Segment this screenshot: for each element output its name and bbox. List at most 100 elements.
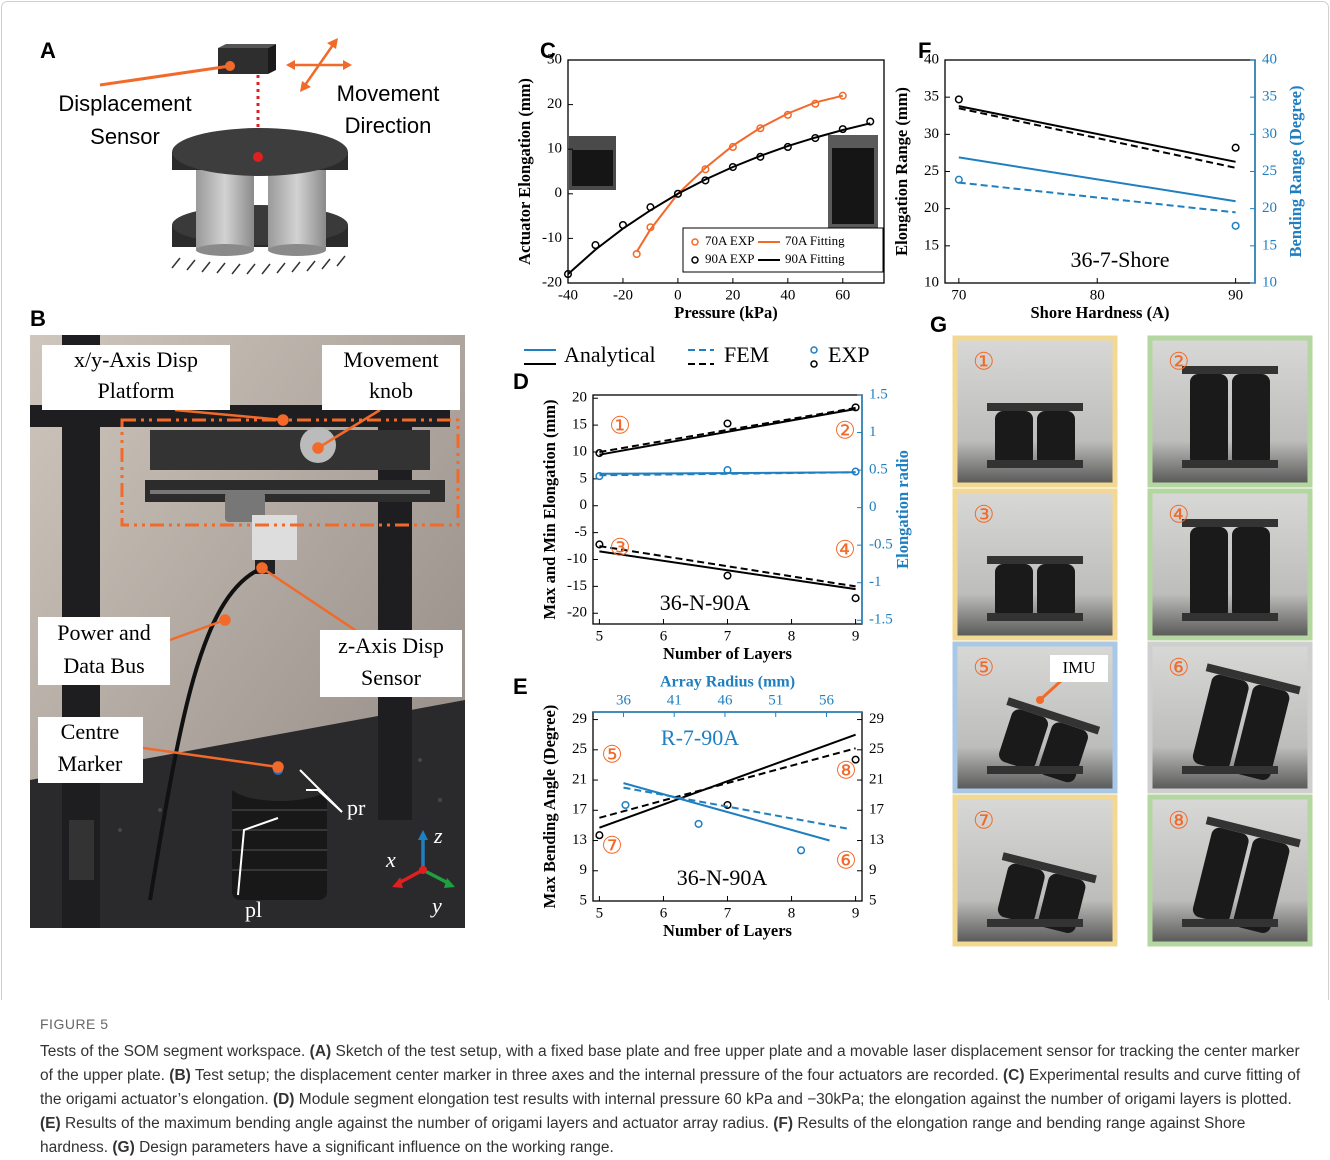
annotation: 36-N-90A — [677, 865, 768, 890]
data-point — [866, 117, 875, 126]
y-tick-label: 0 — [555, 185, 563, 201]
plate — [1182, 460, 1278, 468]
actuator — [995, 411, 1033, 466]
caption-lead: Tests of the SOM segment workspace. — [40, 1043, 306, 1060]
y2-tick-label: 21 — [869, 771, 884, 787]
data-line — [599, 471, 856, 477]
caption-panel: (E) — [40, 1115, 61, 1132]
plate — [1001, 852, 1097, 884]
y-tick-label: -10 — [542, 230, 562, 246]
legend-key — [810, 346, 818, 354]
x-tick-label: -20 — [613, 287, 633, 303]
y-tick-label: 10 — [572, 443, 587, 459]
x-tick-label: 20 — [725, 287, 740, 303]
test-photo — [1147, 488, 1313, 641]
caption-text: Test setup; the displacement center mark… — [194, 1067, 999, 1084]
y-tick-label: -10 — [567, 551, 587, 567]
data-point — [595, 540, 604, 549]
setup-label: Movement — [343, 347, 438, 372]
actuator — [1037, 564, 1075, 619]
y-tick-label: -15 — [567, 578, 587, 594]
tile-label: ① — [973, 350, 995, 376]
x-tick-label: 6 — [660, 628, 668, 644]
data-line — [599, 545, 856, 588]
y2-tick-label: 9 — [869, 862, 877, 878]
data-point — [728, 162, 737, 172]
plate — [1182, 519, 1278, 527]
plate — [1182, 766, 1278, 774]
plate — [1205, 816, 1301, 848]
caption-panel: (F) — [773, 1115, 793, 1132]
actuator — [999, 709, 1049, 770]
caption-panel: (A) — [309, 1043, 332, 1060]
x2-tick-label: 51 — [768, 692, 783, 708]
actuators — [1182, 366, 1278, 466]
plate — [1182, 613, 1278, 621]
data-point — [694, 819, 703, 828]
y2-tick-label: 30 — [1262, 126, 1277, 142]
y2-tick-label: -0.5 — [869, 537, 893, 553]
plate — [987, 556, 1083, 564]
actuator — [1192, 674, 1249, 770]
setup-label: Power and — [57, 620, 150, 645]
y-tick-label: 25 — [924, 163, 939, 179]
axis-name: z — [433, 823, 443, 848]
actuator — [1233, 837, 1290, 933]
data-point — [723, 800, 732, 810]
part-label: pr — [347, 795, 366, 820]
legend-label: EXP — [828, 342, 870, 367]
legend-label: 70A Fitting — [785, 233, 845, 248]
caption-text: Results of the maximum bending angle aga… — [64, 1115, 769, 1132]
imu-box — [1050, 655, 1108, 682]
plate — [1006, 697, 1101, 735]
data-point — [723, 466, 732, 475]
y-tick-label: 21 — [572, 771, 587, 787]
y2-tick-label: 0 — [869, 499, 877, 515]
y2-tick-label: 10 — [1262, 274, 1277, 290]
setup-label: Data Bus — [63, 653, 144, 678]
y-tick-label: 10 — [924, 274, 939, 290]
y-tick-label: -20 — [542, 274, 562, 290]
actuator — [1232, 374, 1270, 466]
data-line — [635, 94, 844, 253]
annotation: ② — [834, 419, 856, 445]
y2-tick-label: 35 — [1262, 89, 1277, 105]
annotation: ⑧ — [835, 759, 857, 785]
sensor-label: Displacement — [58, 91, 191, 116]
actuator — [997, 863, 1045, 923]
movement-label: Direction — [345, 113, 432, 138]
test-photo — [1147, 641, 1313, 794]
y-tick-label: 29 — [572, 711, 587, 727]
tile-label: ⑦ — [973, 809, 995, 835]
data-point — [595, 449, 604, 458]
actuator — [1037, 411, 1075, 466]
x2-tick-label: 56 — [819, 692, 835, 708]
x-tick-label: 6 — [660, 905, 668, 921]
test-photo — [1147, 335, 1313, 488]
y2-tick-label: 15 — [1262, 237, 1277, 253]
x2-axis-label: Array Radius (mm) — [660, 674, 795, 691]
panel-letter: D — [513, 369, 529, 394]
annotation: 36-N-90A — [660, 590, 751, 615]
plate — [987, 766, 1083, 774]
x-axis-label: Pressure (kPa) — [674, 303, 777, 322]
data-point — [701, 165, 710, 174]
actuators — [1192, 816, 1301, 933]
actuator — [1190, 374, 1228, 466]
caption-text: Sketch of the test setup, with a fixed b… — [40, 1043, 1300, 1084]
actuator — [995, 564, 1033, 619]
legend-label: Analytical — [564, 342, 656, 367]
setup-label: Platform — [98, 378, 175, 403]
data-line — [958, 107, 1236, 169]
y-tick-label: 40 — [924, 51, 939, 67]
x-tick-label: 80 — [1090, 287, 1105, 303]
y-tick-label: 10 — [547, 141, 562, 157]
caption: FIGURE 5 Tests of the SOM segment worksp… — [40, 1012, 1302, 1160]
setup-label: Marker — [58, 751, 123, 776]
x-tick-label: 7 — [724, 905, 732, 921]
data-line — [958, 156, 1236, 203]
panel-letter: A — [40, 38, 56, 63]
panel-b-photo — [30, 335, 465, 928]
actuator — [1192, 827, 1249, 923]
data-line — [623, 782, 830, 842]
